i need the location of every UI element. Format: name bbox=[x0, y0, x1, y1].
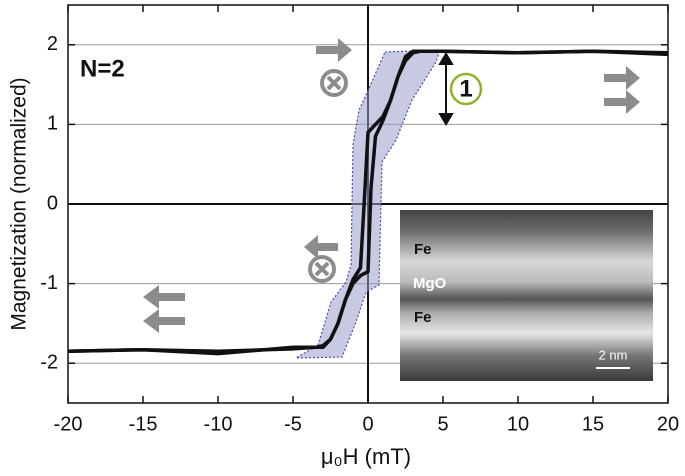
y-tick-label: -1 bbox=[40, 272, 58, 294]
y-tick-label: 2 bbox=[47, 33, 58, 55]
x-tick-label: 0 bbox=[362, 413, 373, 435]
inset: Fe MgO Fe 2 nm bbox=[400, 210, 653, 381]
x-tick-label: 5 bbox=[437, 413, 448, 435]
double-arrow bbox=[438, 52, 454, 126]
uncertainty-band bbox=[293, 49, 441, 359]
x-axis-label: μ₀H (mT) bbox=[321, 444, 411, 469]
inset-label: Fe bbox=[414, 241, 432, 258]
annotation-number: 1 bbox=[459, 75, 472, 102]
arrow-heads bbox=[438, 52, 454, 126]
inset-label: MgO bbox=[413, 275, 447, 292]
y-tick-label: -2 bbox=[40, 351, 58, 373]
scale-bar-label: 2 nm bbox=[599, 347, 628, 362]
x-tick-label: 10 bbox=[507, 413, 529, 435]
x-tick-label: -5 bbox=[284, 413, 302, 435]
y-tick-label: 0 bbox=[47, 192, 58, 214]
annotation-label: N=2 bbox=[80, 55, 125, 82]
x-tick-label: -15 bbox=[129, 413, 158, 435]
y-tick-label: 1 bbox=[47, 113, 58, 135]
cross-circle bbox=[308, 255, 336, 283]
cross-circle bbox=[320, 69, 348, 97]
cross bbox=[326, 75, 342, 91]
cross bbox=[314, 261, 330, 277]
inset-label: Fe bbox=[414, 309, 432, 326]
x-tick-label: 20 bbox=[657, 413, 679, 435]
x-tick-label: 15 bbox=[582, 413, 604, 435]
spin-arrows bbox=[143, 38, 640, 333]
arrow-right bbox=[604, 66, 640, 90]
inset-image bbox=[400, 210, 653, 381]
arrow-right bbox=[316, 38, 352, 62]
y-axis-label: Magnetization (normalized) bbox=[8, 77, 31, 330]
arrow-right bbox=[604, 90, 640, 114]
cross-symbols bbox=[308, 69, 348, 283]
arrow-left bbox=[143, 285, 185, 309]
arrow-left bbox=[304, 235, 338, 259]
arrow-left bbox=[143, 309, 185, 333]
annotation-circle bbox=[449, 72, 483, 106]
x-tick-label: -20 bbox=[54, 413, 83, 435]
lines bbox=[67, 49, 669, 356]
loop-branch bbox=[67, 49, 669, 356]
x-tick-label: -10 bbox=[204, 413, 233, 435]
